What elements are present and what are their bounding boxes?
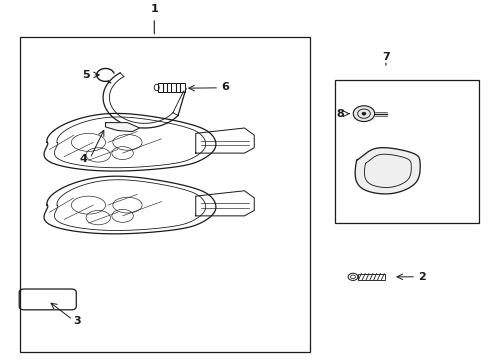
Text: 1: 1 [150, 4, 158, 14]
Polygon shape [105, 123, 140, 132]
Text: 4: 4 [80, 154, 87, 164]
Circle shape [361, 112, 365, 115]
Text: 2: 2 [418, 272, 426, 282]
Bar [20, 37, 310, 352]
Text: 7: 7 [381, 51, 389, 62]
Circle shape [352, 106, 374, 122]
Text: 6: 6 [221, 82, 229, 93]
Bar [158, 83, 184, 92]
Text: 5: 5 [82, 70, 90, 80]
Text: 8: 8 [336, 109, 344, 119]
Text: 3: 3 [73, 316, 81, 326]
Polygon shape [354, 148, 419, 194]
Bar [334, 80, 478, 223]
Bar [357, 274, 384, 280]
